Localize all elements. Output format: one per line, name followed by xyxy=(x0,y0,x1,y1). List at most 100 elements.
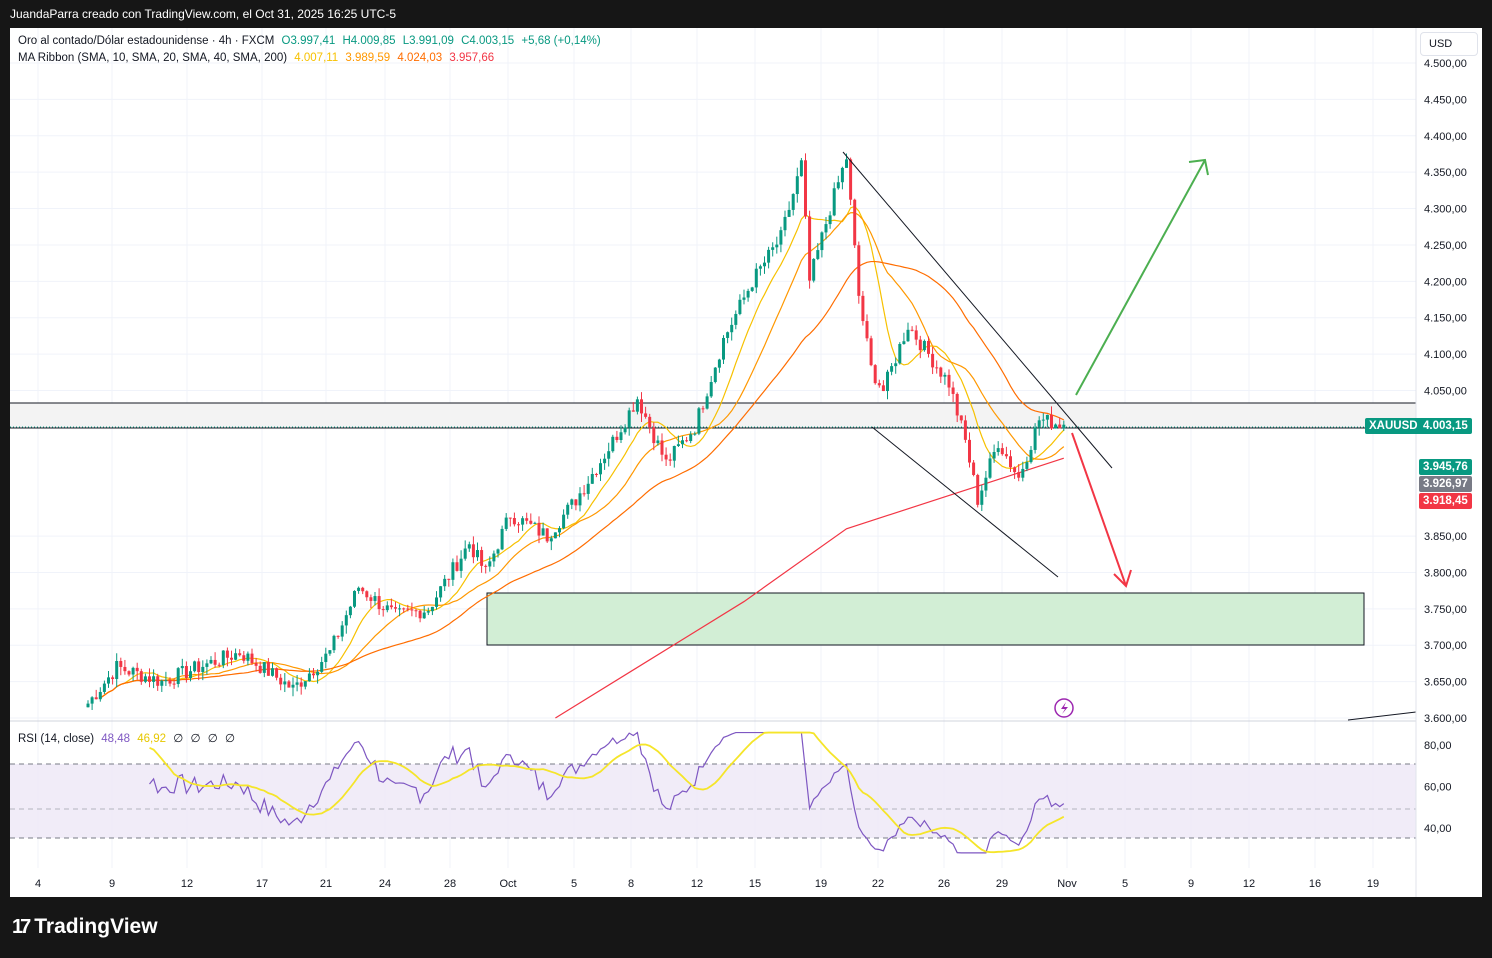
candle-body xyxy=(726,332,730,338)
candle-body xyxy=(131,667,135,675)
trendline-lower[interactable] xyxy=(871,426,1059,578)
candle-body xyxy=(422,612,426,619)
price-tick-label: 4.250,00 xyxy=(1424,240,1467,252)
price-tick-label: 4.350,00 xyxy=(1424,167,1467,179)
candle-body xyxy=(681,440,684,445)
rsi-axis[interactable]: 80,00 60,00 40,00 xyxy=(1424,740,1452,835)
candle-body xyxy=(426,611,430,613)
rsi-band xyxy=(10,764,1416,838)
candle-body xyxy=(164,680,168,682)
rsi-line xyxy=(149,731,1065,854)
candle-body xyxy=(836,182,840,189)
candle-body xyxy=(562,514,566,529)
candle-body xyxy=(586,483,590,494)
candle-body xyxy=(135,667,139,672)
candle-body xyxy=(791,194,795,210)
candle-body xyxy=(582,493,586,495)
candle-body xyxy=(959,415,963,421)
candle-body xyxy=(623,427,627,433)
candle-body xyxy=(152,676,156,682)
candle-body xyxy=(480,550,484,566)
candle-body xyxy=(476,550,479,558)
candle-body xyxy=(275,668,279,678)
candle-body xyxy=(307,673,311,682)
price-axis[interactable]: 4.500,00 4.450,00 4.400,00 4.350,00 4.300,00… xyxy=(1424,58,1467,725)
candle-body xyxy=(176,668,180,684)
candle-body xyxy=(635,399,639,412)
candle-body xyxy=(607,451,611,459)
candle-body xyxy=(775,244,779,248)
candle-body xyxy=(254,663,258,666)
resistance-zone[interactable] xyxy=(10,403,1416,428)
price-tick-label: 3.700,00 xyxy=(1424,640,1467,652)
currency-button[interactable]: USD xyxy=(1420,32,1478,56)
candle-body xyxy=(459,558,463,571)
candle-body xyxy=(529,520,533,524)
candle-body xyxy=(1029,449,1033,463)
candle-body xyxy=(549,538,553,542)
time-axis[interactable]: 4 9 12 17 21 24 28 Oct 5 8 12 15 19 22 26 29 Nov 5 9 12 16 19 xyxy=(35,878,1379,890)
candle-body xyxy=(471,544,475,558)
candle-body xyxy=(922,340,926,351)
time-tick-label: 12 xyxy=(181,878,193,890)
trendline-extra[interactable] xyxy=(1347,711,1417,721)
candle-body xyxy=(914,330,918,340)
symbol-legend[interactable]: Oro al contado/Dólar estadounidense · 4h… xyxy=(18,35,605,47)
time-tick-label: 12 xyxy=(691,878,703,890)
tradingview-logo[interactable]: 17 TradingView xyxy=(12,915,158,939)
candle-body xyxy=(939,367,943,377)
candle-body xyxy=(697,408,701,434)
candle-body xyxy=(795,176,799,195)
candle-body xyxy=(611,436,615,452)
candle-body xyxy=(816,250,820,259)
candle-body xyxy=(545,528,549,542)
candle-body xyxy=(894,363,898,367)
candle-body xyxy=(365,591,369,598)
rsi-empty-value: ∅ xyxy=(190,733,201,745)
candle-body xyxy=(271,668,274,676)
candle-body xyxy=(996,448,1000,453)
price-tick-label: 4.050,00 xyxy=(1424,386,1467,398)
support-zone-box[interactable] xyxy=(486,592,1365,646)
high-value: H4.009,85 xyxy=(342,35,396,47)
candle-body xyxy=(332,635,336,651)
rsi-ma-line xyxy=(149,731,1065,854)
candle-body xyxy=(1021,468,1025,478)
candle-body xyxy=(102,683,106,692)
candle-body xyxy=(455,562,459,571)
candle-body xyxy=(394,607,397,609)
candle-body xyxy=(512,518,516,525)
time-tick-label: 16 xyxy=(1309,878,1321,890)
candle-body xyxy=(488,561,492,567)
ma-ribbon-legend[interactable]: MA Ribbon (SMA, 10, SMA, 20, SMA, 40, SM… xyxy=(18,52,498,64)
rsi-tick-label: 80,00 xyxy=(1424,740,1452,752)
ma40-value: 4.024,03 xyxy=(397,52,443,64)
time-tick-label: 28 xyxy=(444,878,456,890)
time-tick-label: 22 xyxy=(872,878,884,890)
rsi-legend[interactable]: RSI (14, close) 48,48 46,92 ∅ ∅ ∅ ∅ xyxy=(18,731,239,745)
lightning-event-icon[interactable] xyxy=(1054,698,1074,718)
candle-body xyxy=(672,446,676,461)
candle-body xyxy=(951,387,955,394)
ma-price-tag: 3.918,45 xyxy=(1419,493,1472,509)
candle-body xyxy=(348,606,352,616)
candle-body xyxy=(652,427,656,444)
candle-body xyxy=(787,209,791,217)
bullish-arrow[interactable] xyxy=(1075,158,1209,396)
candle-body xyxy=(886,371,889,392)
chart-frame[interactable] xyxy=(10,28,1482,897)
time-tick-label: 5 xyxy=(1122,878,1128,890)
candle-body xyxy=(238,653,242,656)
candle-body xyxy=(361,587,365,592)
candle-body xyxy=(676,444,680,447)
rsi-lines xyxy=(149,731,1065,854)
candle-body xyxy=(701,408,705,410)
candle-body xyxy=(1009,456,1012,468)
trendline-upper[interactable] xyxy=(842,151,1113,469)
candle-body xyxy=(963,420,967,440)
candle-body xyxy=(734,313,738,325)
bearish-arrow[interactable] xyxy=(1071,432,1132,588)
candle-body xyxy=(599,463,602,475)
candle-body xyxy=(443,578,447,587)
